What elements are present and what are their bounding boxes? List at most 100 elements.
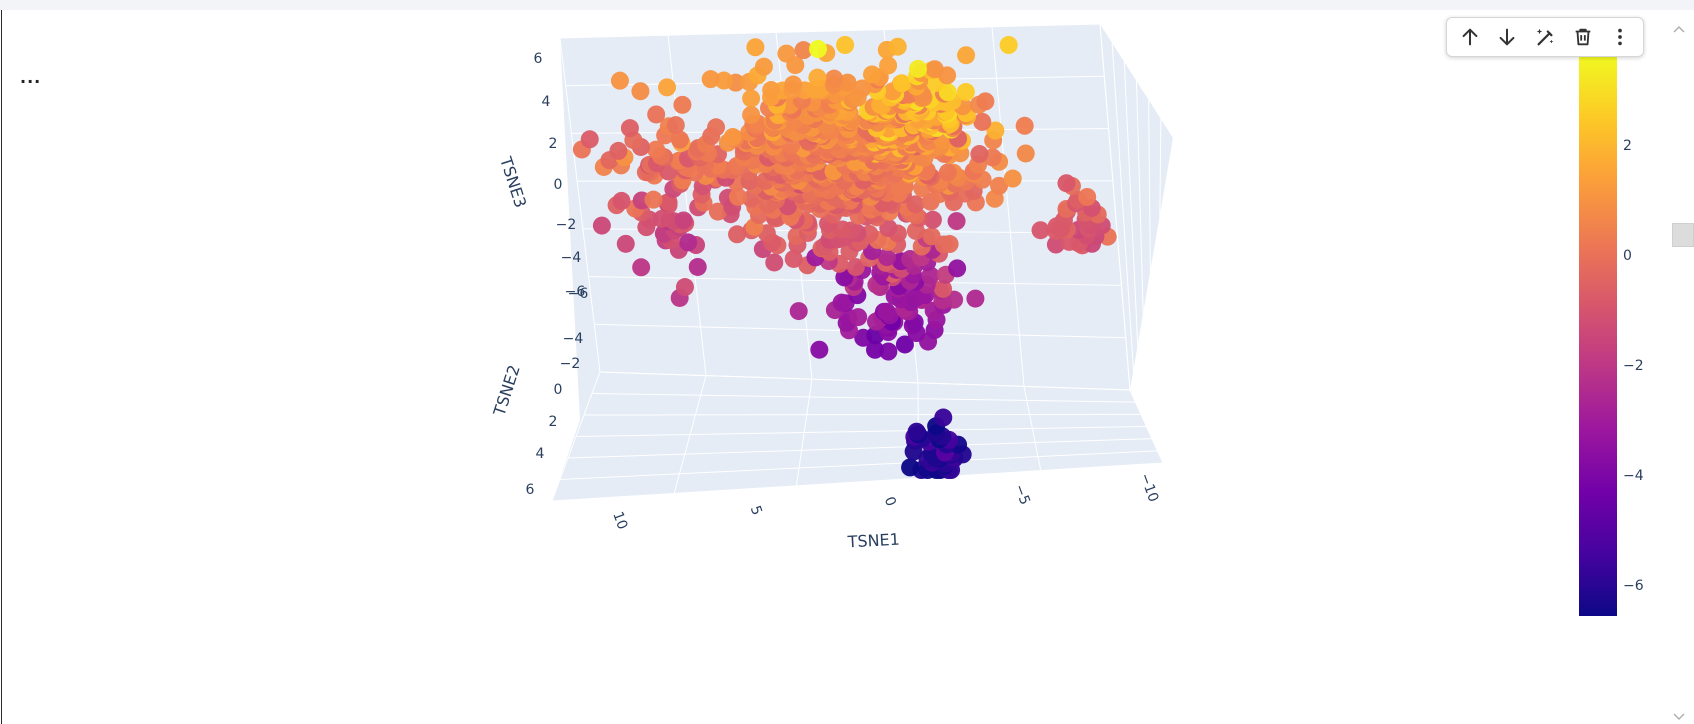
- scatter-point: [1078, 187, 1097, 206]
- scroll-up-icon[interactable]: [1672, 24, 1686, 34]
- scatter-point: [877, 302, 896, 321]
- scatter-point: [976, 92, 995, 111]
- move-down-button[interactable]: [1491, 21, 1523, 53]
- scatter-point: [746, 38, 765, 57]
- scatter-point: [888, 37, 907, 56]
- scatter-point: [784, 75, 803, 94]
- scatter-point: [789, 302, 808, 321]
- more-vertical-icon: [1618, 28, 1623, 46]
- z-tick-label: 0: [554, 177, 563, 193]
- scatter-point: [708, 202, 727, 221]
- scatter-point: [794, 41, 813, 60]
- scatter-point: [728, 225, 747, 244]
- scatter-point: [938, 83, 957, 102]
- x-tick-label: 0: [881, 495, 899, 509]
- scatter-point: [647, 105, 666, 124]
- scatter-point: [673, 95, 692, 114]
- scatter-point: [895, 335, 914, 354]
- edit-button[interactable]: [1529, 21, 1561, 53]
- magic-wand-icon: [1536, 28, 1554, 46]
- scatter-point: [877, 248, 896, 267]
- colorbar-tick-label: −6: [1623, 578, 1644, 594]
- scatter-point: [652, 209, 671, 228]
- y-tick-label: 6: [526, 482, 535, 498]
- scatter-point: [742, 89, 761, 108]
- scatter-point: [892, 74, 911, 93]
- scatter-point: [973, 112, 992, 131]
- scatter-point: [754, 57, 773, 76]
- scatter-point: [846, 258, 865, 277]
- move-up-button[interactable]: [1454, 21, 1486, 53]
- scatter-point: [765, 253, 784, 272]
- scatter-point: [609, 141, 628, 160]
- scatter-point: [945, 290, 964, 309]
- scatter-point: [957, 46, 976, 65]
- scatter-point: [986, 121, 1005, 140]
- scatter-point: [835, 268, 854, 287]
- scatter-point: [879, 218, 898, 237]
- top-strip: [0, 0, 1694, 10]
- scatter-point: [658, 78, 677, 97]
- scatter-point: [1046, 235, 1065, 254]
- scatter-point: [714, 71, 733, 90]
- scatter-point: [809, 40, 827, 58]
- scatter-point: [938, 163, 957, 182]
- trash-icon: [1575, 28, 1590, 46]
- scatter-point: [934, 408, 953, 427]
- scatter-point: [922, 227, 941, 246]
- scatter-point: [644, 190, 663, 209]
- y-tick-label: −4: [563, 331, 584, 347]
- scatter-point: [666, 116, 685, 135]
- scatter-point: [948, 259, 967, 278]
- scatter-point: [970, 145, 989, 164]
- scatter-point: [728, 187, 747, 206]
- scatter-point: [901, 458, 920, 477]
- scatter-point: [907, 422, 926, 441]
- y-tick-label: 2: [549, 414, 558, 430]
- scatter-point: [810, 340, 829, 359]
- colorbar-tick-label: −2: [1623, 358, 1644, 374]
- scatter-point: [879, 56, 898, 75]
- scatter-point: [670, 130, 689, 149]
- z-tick-label: −4: [561, 250, 582, 266]
- arrow-up-icon: [1462, 28, 1478, 46]
- z-tick-label: 6: [534, 51, 543, 67]
- scatter-point: [620, 119, 639, 138]
- scatter-point: [909, 59, 928, 78]
- scatter-point: [862, 65, 881, 84]
- scatter-point: [1057, 174, 1076, 193]
- scatter-point: [906, 195, 925, 214]
- scatter-point: [647, 140, 666, 159]
- scatter-point: [923, 210, 942, 229]
- scatter-point: [966, 289, 985, 308]
- colorbar-tick-label: 2: [1623, 138, 1632, 154]
- x-tick-label: −5: [1011, 482, 1033, 507]
- scatter-point: [947, 212, 966, 231]
- colorbar-gradient: [1579, 55, 1617, 616]
- scatter-point: [849, 308, 868, 327]
- scrollbar-thumb[interactable]: [1672, 223, 1694, 247]
- scatter-point: [675, 278, 694, 297]
- arrow-down-icon: [1499, 28, 1515, 46]
- scatter-point: [921, 266, 940, 285]
- scatter-point: [612, 191, 631, 210]
- scatter-point: [762, 81, 781, 100]
- scatter-point: [592, 216, 611, 235]
- scatter-point: [580, 130, 599, 149]
- scatter-point: [832, 293, 851, 312]
- more-options-button[interactable]: [1604, 21, 1636, 53]
- scatter-point: [925, 60, 944, 79]
- collapsed-input-indicator[interactable]: ...: [20, 68, 42, 87]
- y-axis-title: TSNE2: [489, 363, 524, 419]
- x-tick-label: −10: [1136, 471, 1161, 504]
- scatter-point: [632, 258, 651, 277]
- z-tick-label: −6: [565, 284, 586, 300]
- z-tick-label: 2: [549, 136, 558, 152]
- y-tick-label: 0: [554, 382, 563, 398]
- scroll-down-icon[interactable]: [1672, 712, 1686, 722]
- scatter-point: [688, 257, 707, 276]
- vertical-scrollbar[interactable]: [1664, 10, 1694, 724]
- delete-button[interactable]: [1567, 21, 1599, 53]
- y-tick-label: −2: [560, 356, 581, 372]
